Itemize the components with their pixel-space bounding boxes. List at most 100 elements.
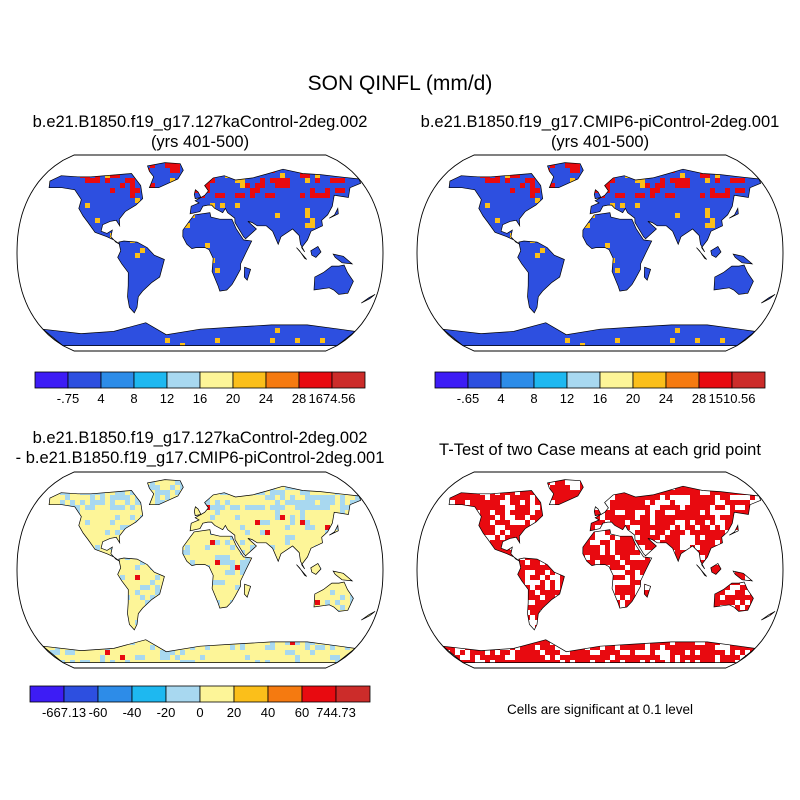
map-case2: [416, 154, 784, 352]
coastline-uk: [593, 506, 602, 517]
colorbar-label: 16: [193, 391, 207, 406]
colorbar-swatch: [500, 371, 535, 389]
panel-title-case1: b.e21.B1850.f19_g17.127kaControl-2deg.00…: [0, 112, 400, 152]
colorbar-label: 24: [659, 391, 673, 406]
colorbar-diff: -667.13 -60 -40 -20 0 20 40 60 744.73: [29, 685, 371, 720]
colorbar-swatch: [131, 685, 167, 703]
colorbar-label: -.75: [57, 391, 79, 406]
colorbar-swatch: [165, 685, 201, 703]
coastline-north-america: [48, 490, 144, 562]
colorbar-label: -60: [89, 705, 108, 720]
colorbar-label: 28: [292, 391, 306, 406]
coastline-borneo: [710, 563, 722, 575]
panel-title-case2-line1: b.e21.B1850.f19_g17.CMIP6-piControl-2deg…: [420, 113, 780, 131]
colorbar-swatch: [533, 371, 568, 389]
colorbar-swatch: [698, 371, 733, 389]
coastline-eurasia: [189, 168, 362, 253]
coastline-greenland: [547, 162, 584, 189]
coastline-australia: [713, 581, 754, 612]
coastline-borneo: [310, 246, 322, 258]
coastline-eurasia: [189, 485, 362, 570]
coastline-africa: [182, 529, 253, 609]
coastline-new-guinea: [732, 570, 754, 582]
coastline-south-america: [117, 240, 165, 314]
colorbar-swatch: [67, 371, 102, 389]
coastline-borneo: [310, 563, 322, 575]
coastline-japan: [329, 207, 339, 219]
colorbar-swatch: [566, 371, 601, 389]
coastline-australia: [313, 264, 354, 295]
coastline-madagascar: [643, 266, 652, 281]
colorbar-label: 4: [497, 391, 504, 406]
panel-title-diff-line1: b.e21.B1850.f19_g17.127kaControl-2deg.00…: [32, 429, 368, 447]
colorbar-case2: -.65 4 8 12 16 20 24 28 1510.56: [434, 371, 766, 406]
colorbar-label: 1674.56: [309, 391, 356, 406]
coastline-uk: [193, 506, 202, 517]
colorbar-swatch: [632, 371, 667, 389]
coastline-eurasia: [589, 485, 762, 570]
colorbar-swatch: [232, 371, 267, 389]
coastline-new-zealand: [361, 294, 376, 304]
colorbar-label: 8: [130, 391, 137, 406]
coastline-sumatra: [296, 247, 307, 260]
coastline-greenland: [547, 479, 584, 506]
colorbar-swatch: [665, 371, 700, 389]
colorbar-label: -667.13: [42, 705, 86, 720]
colorbar-label: 24: [259, 391, 273, 406]
colorbar-swatch: [29, 685, 65, 703]
map-ttest: [416, 471, 784, 669]
colorbar-swatch: [731, 371, 766, 389]
coastline-north-america: [48, 173, 144, 245]
significance-note: Cells are significant at 0.1 level: [506, 702, 694, 717]
coastline-africa: [582, 529, 653, 609]
colorbar-swatch: [199, 685, 235, 703]
colorbar-label: -40: [123, 705, 142, 720]
coastline-uk: [593, 189, 602, 200]
colorbar-swatch: [133, 371, 168, 389]
panel-title-ttest-line1: T-Test of two Case means at each grid po…: [439, 441, 761, 459]
map-case1: [16, 154, 384, 352]
colorbar-label: -20: [157, 705, 176, 720]
coastline-south-america: [117, 557, 165, 631]
panel-title-diff-line2: - b.e21.B1850.f19_g17.CMIP6-piControl-2d…: [15, 449, 385, 467]
coastline-north-america: [448, 173, 544, 245]
colorbar-label: 20: [226, 391, 240, 406]
colorbar-swatch: [335, 685, 371, 703]
colorbar-label: 20: [626, 391, 640, 406]
coastline-south-america: [517, 557, 565, 631]
colorbar-swatch: [467, 371, 502, 389]
colorbar-swatch: [199, 371, 234, 389]
coastline-borneo: [710, 246, 722, 258]
coastline-australia: [713, 264, 754, 295]
coastline-greenland: [147, 162, 184, 189]
colorbar-label: -.65: [457, 391, 479, 406]
colorbar-label: 12: [560, 391, 574, 406]
map-border: [416, 471, 784, 669]
colorbar-label: 744.73: [316, 705, 356, 720]
coastline-south-america: [517, 240, 565, 314]
colorbar-label: 40: [261, 705, 275, 720]
colorbar-label: 12: [160, 391, 174, 406]
panel-title-diff: b.e21.B1850.f19_g17.127kaControl-2deg.00…: [0, 428, 400, 468]
panel-title-ttest: T-Test of two Case means at each grid po…: [400, 440, 800, 460]
colorbar-swatch: [331, 371, 366, 389]
colorbar-swatch: [267, 685, 303, 703]
map-border: [16, 471, 384, 669]
coastline-north-america: [448, 490, 544, 562]
colorbar-label: 0: [196, 705, 203, 720]
coastline-new-guinea: [332, 570, 354, 582]
coastline-madagascar: [643, 583, 652, 598]
map-border: [16, 154, 384, 352]
colorbar-label: 1510.56: [709, 391, 756, 406]
colorbar-case1: -.75 4 8 12 16 20 24 28 1674.56: [34, 371, 366, 406]
coastline-new-guinea: [732, 253, 754, 265]
colorbar-swatch: [233, 685, 269, 703]
colorbar-swatch: [434, 371, 469, 389]
panel-title-case2: b.e21.B1850.f19_g17.CMIP6-piControl-2deg…: [400, 112, 800, 152]
coastline-japan: [329, 524, 339, 536]
coastline-new-guinea: [332, 253, 354, 265]
colorbar-label: 4: [97, 391, 104, 406]
panel-title-case1-line2: (yrs 401-500): [150, 133, 250, 151]
colorbar-label: 8: [530, 391, 537, 406]
coastline-new-zealand: [761, 294, 776, 304]
